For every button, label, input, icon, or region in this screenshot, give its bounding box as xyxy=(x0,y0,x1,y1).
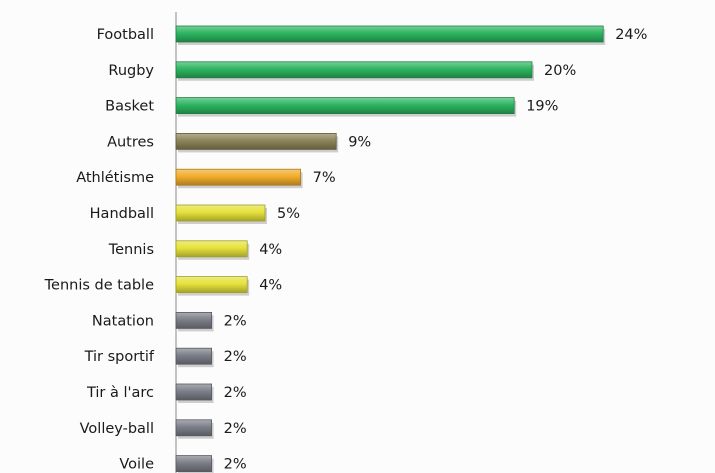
category-label: Football xyxy=(97,27,154,43)
category-label: Athlétisme xyxy=(76,170,154,186)
value-label: 2% xyxy=(224,349,247,365)
bar xyxy=(175,455,212,473)
value-label: 4% xyxy=(259,242,282,258)
category-label: Tir sportif xyxy=(84,349,155,365)
bar xyxy=(175,347,212,365)
bar xyxy=(175,204,266,222)
value-label: 4% xyxy=(259,278,282,294)
bar xyxy=(175,276,248,294)
category-label: Handball xyxy=(90,206,154,222)
category-label: Autres xyxy=(107,134,154,150)
category-label: Tennis de table xyxy=(44,278,154,294)
value-label: 9% xyxy=(348,134,371,150)
value-label: 2% xyxy=(224,457,247,473)
bar xyxy=(175,240,248,258)
value-label: 20% xyxy=(544,63,576,79)
bar xyxy=(175,61,533,79)
bars-group: Football 24% Rugby 20% Basket 19% Autres 9% Athl… xyxy=(44,25,647,473)
value-label: 2% xyxy=(224,385,247,401)
bar xyxy=(175,383,212,401)
value-label: 19% xyxy=(526,99,558,115)
category-label: Natation xyxy=(92,313,154,329)
value-label: 2% xyxy=(224,421,247,437)
bar xyxy=(175,311,212,329)
category-label: Voile xyxy=(119,457,154,473)
category-label: Tennis xyxy=(108,242,154,258)
bar xyxy=(175,168,301,186)
bar xyxy=(175,25,604,43)
category-label: Rugby xyxy=(108,63,154,79)
category-label: Volley-ball xyxy=(80,421,154,437)
value-label: 24% xyxy=(615,27,647,43)
value-label: 5% xyxy=(277,206,300,222)
bar xyxy=(175,132,337,150)
category-label: Basket xyxy=(105,99,154,115)
category-label: Tir à l'arc xyxy=(86,385,154,401)
bar xyxy=(175,419,212,437)
value-label: 7% xyxy=(313,170,336,186)
bar xyxy=(175,97,515,114)
value-label: 2% xyxy=(224,313,247,329)
